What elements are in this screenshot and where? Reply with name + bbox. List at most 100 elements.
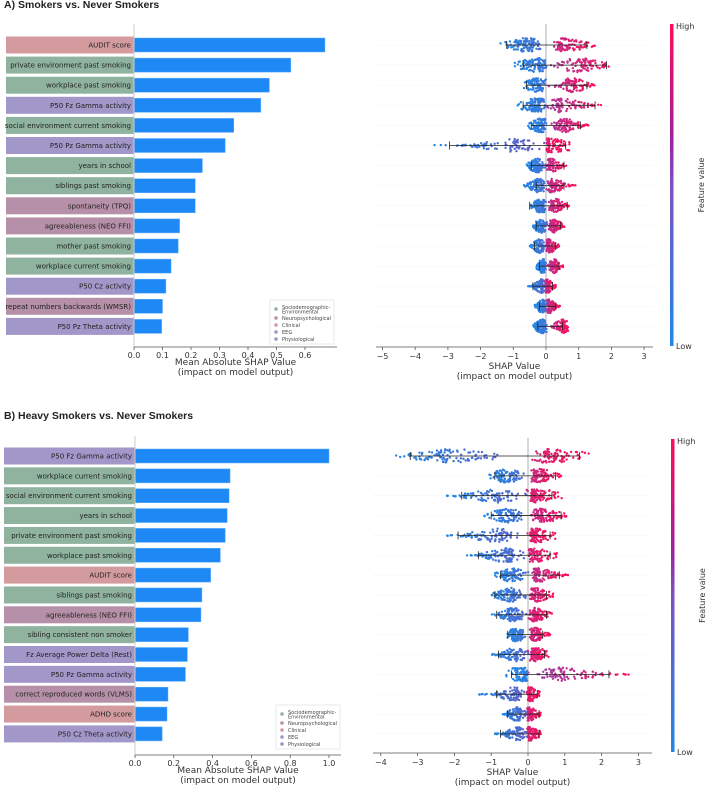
shap-point	[556, 66, 559, 69]
shap-point	[543, 529, 546, 533]
feature-label-box	[4, 467, 135, 485]
shap-point	[555, 148, 558, 151]
shap-point	[536, 587, 539, 590]
feature-label-box	[6, 277, 134, 295]
shap-point	[552, 493, 555, 497]
shap-point	[513, 570, 517, 573]
shap-point	[556, 472, 559, 475]
shap-point	[536, 473, 539, 476]
shap-point	[539, 499, 542, 502]
shap-point	[532, 180, 535, 184]
panel-a-title: A) Smokers vs. Never Smokers	[4, 0, 160, 11]
shap-point	[546, 239, 549, 243]
shap-point	[533, 282, 537, 285]
shap-point	[551, 230, 554, 233]
shap-point	[541, 548, 544, 551]
shap-point	[495, 470, 498, 473]
shap-point	[539, 579, 543, 582]
feature-label: agreeableness (NEO FFI)	[46, 611, 133, 619]
shap-point	[542, 199, 545, 202]
shap-point	[583, 451, 587, 455]
shap-point	[532, 511, 535, 514]
shap-point	[556, 474, 559, 477]
shap-point	[537, 578, 541, 582]
shap-point	[551, 476, 555, 479]
shap-point	[526, 146, 529, 150]
shap-point	[490, 537, 493, 541]
shap-point	[531, 571, 534, 575]
shap-point	[565, 107, 569, 111]
shap-point	[531, 489, 534, 492]
shap-point	[566, 60, 569, 63]
shap-point	[554, 458, 557, 461]
shap-point	[576, 453, 579, 457]
feature-label: P50 Pz Theta activity	[57, 323, 131, 331]
shap-x-tick-label: −4	[409, 352, 421, 361]
shap-point	[480, 492, 483, 495]
shap-point	[561, 130, 564, 133]
shap-point	[551, 200, 554, 203]
shap-point	[561, 265, 565, 269]
feature-label-box	[6, 317, 134, 335]
shap-point	[554, 537, 557, 540]
shap-point	[532, 567, 536, 570]
shap-point	[552, 45, 556, 48]
shap-point	[555, 511, 558, 515]
shap-point	[543, 121, 546, 124]
shap-point	[551, 162, 555, 165]
bar	[134, 528, 226, 543]
shap-point	[537, 330, 540, 333]
shap-point	[534, 647, 538, 650]
legend-label: Environmental	[288, 714, 324, 720]
shap-point	[532, 324, 535, 327]
shap-point	[486, 513, 489, 516]
shap-point	[542, 520, 546, 524]
bar-x-tick-label: 0.0	[129, 759, 142, 768]
shap-point	[541, 219, 544, 222]
shap-point	[545, 187, 548, 191]
shap-point	[532, 532, 535, 535]
shap-point	[521, 628, 524, 632]
shap-point	[545, 498, 549, 501]
shap-point	[520, 518, 523, 521]
shap-point	[589, 84, 592, 88]
shap-point	[494, 147, 497, 150]
shap-point	[472, 450, 475, 453]
beeswarm-row	[532, 318, 570, 335]
shap-point	[538, 122, 541, 125]
shap-point	[516, 637, 519, 640]
feature-label: P50 Cz Theta activity	[58, 730, 132, 738]
shap-point	[543, 66, 547, 70]
shap-point	[534, 178, 538, 182]
shap-point	[551, 250, 554, 254]
shap-point	[536, 452, 539, 455]
shap-point	[549, 311, 552, 315]
shap-point	[531, 651, 535, 655]
shap-point	[497, 517, 501, 520]
feature-label-box	[6, 56, 134, 74]
shap-point	[532, 165, 536, 168]
feature-label: spontaneity (TPQ)	[68, 202, 131, 210]
feature-label: agreeableness (NEO FFI)	[45, 222, 132, 230]
shap-point	[441, 453, 445, 457]
shap-point	[501, 537, 504, 541]
shap-point	[495, 575, 498, 579]
shap-point	[531, 88, 535, 91]
bar	[134, 706, 168, 722]
feature-label: private environment past smoking	[11, 532, 132, 540]
shap-point	[530, 109, 533, 113]
shap-point	[561, 329, 564, 332]
shap-point	[558, 329, 562, 332]
feature-label: correct reproduced words (VLMS)	[15, 691, 132, 699]
shap-point	[525, 40, 528, 43]
shap-point	[559, 97, 563, 100]
shap-point	[483, 531, 486, 534]
shap-point	[522, 142, 525, 145]
shap-point	[583, 101, 586, 105]
shap-point	[531, 49, 534, 53]
shap-point	[556, 41, 560, 44]
shap-point	[544, 516, 548, 520]
shap-point	[553, 532, 557, 535]
shap-point	[421, 451, 424, 455]
